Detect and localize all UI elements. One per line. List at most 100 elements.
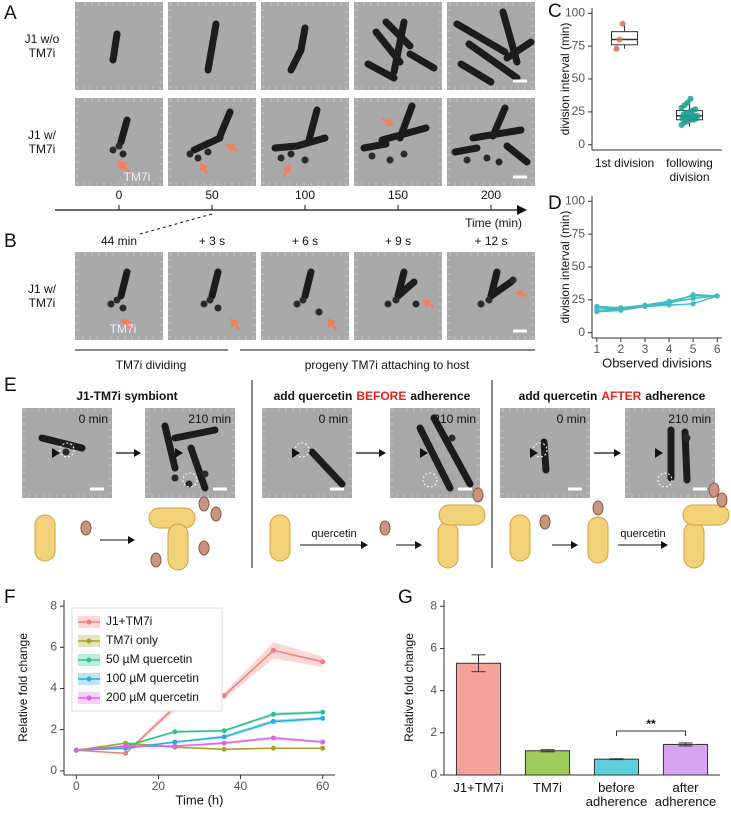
data-point <box>270 647 276 653</box>
cell-rod <box>451 144 481 156</box>
row-label: J1 w/ TM7i <box>27 282 56 310</box>
legend-swatch-point <box>86 638 92 644</box>
data-point <box>687 95 694 102</box>
pointer-arrow-head <box>226 144 236 153</box>
section-title: add quercetin AFTER adherence <box>519 389 706 403</box>
micrograph-texture <box>168 98 256 186</box>
time-label: + 3 s <box>199 234 225 248</box>
cartoon-host <box>683 521 705 569</box>
marker-arrowhead <box>420 448 428 458</box>
y-tick-label: 6 <box>50 640 57 654</box>
step-arrowhead <box>134 449 141 457</box>
cell-rod <box>271 142 301 152</box>
cell-rod <box>190 134 224 154</box>
cell-rod <box>161 422 179 472</box>
cartoon-host <box>167 523 189 571</box>
cell-rod <box>453 20 509 56</box>
legend-swatch-point <box>86 657 92 663</box>
x-tick-label: 60 <box>316 779 330 793</box>
data-point <box>320 659 326 665</box>
x-tick-label: 1st division <box>594 156 655 170</box>
micrograph-texture <box>168 252 256 340</box>
y-tick-label: 75 <box>572 38 586 52</box>
data-point <box>221 693 227 699</box>
micrograph <box>75 2 163 90</box>
time-label: + 9 s <box>385 234 411 248</box>
time-label: 210 min <box>433 412 476 426</box>
marker-arrowhead <box>655 448 663 458</box>
tm7i-cell <box>214 304 222 312</box>
tm7i-cell <box>115 142 123 150</box>
tm7i-label: TM7i <box>124 170 151 184</box>
tm7i-cell <box>200 300 208 308</box>
cell-rod <box>378 124 430 144</box>
cell-rod <box>540 438 550 474</box>
legend-label: TM7i only <box>106 633 158 647</box>
tm7i-label: TM7i <box>110 322 137 336</box>
series-line <box>76 742 323 752</box>
tm7i-cell <box>119 304 127 312</box>
cell-rod <box>430 414 474 488</box>
x-tick-label: after adherence <box>654 780 717 809</box>
y-axis-label: Relative fold change <box>402 633 416 742</box>
tm7i-cell <box>119 150 127 158</box>
significance-bracket <box>616 730 686 736</box>
cartoon-tm7i <box>150 552 162 568</box>
cell-rod <box>208 268 222 300</box>
cell-rod <box>364 60 398 82</box>
box <box>611 31 638 46</box>
data-point <box>172 739 178 745</box>
cartoon-host <box>682 504 730 526</box>
tm7i-circle <box>657 472 673 488</box>
y-tick-label: 0 <box>50 763 57 777</box>
x-tick-label: before adherence <box>585 780 648 809</box>
tm7i-cell <box>509 276 517 284</box>
section-title-emphasis: BEFORE <box>356 389 406 403</box>
phase-label: progeny TM7i attaching to host <box>305 358 470 372</box>
cell-rod <box>390 18 408 76</box>
cell-rod <box>382 18 414 50</box>
cell-rod <box>216 108 234 140</box>
cartoon-tm7i <box>472 487 484 503</box>
cartoon-arrowhead <box>361 541 368 549</box>
legend-swatch-point <box>86 619 92 625</box>
tm7i-cell <box>301 156 309 164</box>
x-tick-label: 2 <box>618 342 625 356</box>
micrograph-texture <box>261 98 349 186</box>
treatment-label: quercetin <box>620 528 665 540</box>
y-tick-label: 8 <box>50 598 57 612</box>
micrograph-texture <box>447 98 535 186</box>
tm7i-cell <box>206 296 214 304</box>
step-arrowhead <box>614 449 621 457</box>
series-line <box>76 717 323 752</box>
data-point <box>714 293 720 299</box>
data-point <box>270 735 276 741</box>
panel-label: A <box>4 3 17 24</box>
tm7i-circle <box>422 472 438 488</box>
data-point <box>221 734 227 740</box>
tm7i-cell <box>277 154 285 162</box>
panel-label: E <box>4 375 17 396</box>
tm7i-cell <box>483 154 491 162</box>
cartoon-arrowhead <box>661 541 668 549</box>
x-tick-label: following division <box>666 156 713 184</box>
y-tick-label: 0 <box>578 137 585 151</box>
micrograph-texture <box>168 2 256 90</box>
time-label: 0 min <box>319 412 348 426</box>
panel-label: G <box>398 587 413 608</box>
cell-rod <box>406 50 438 72</box>
data-point <box>594 303 600 309</box>
data-point <box>694 112 701 119</box>
legend-swatch-point <box>86 695 92 701</box>
bar <box>455 662 502 776</box>
timeline-tick-label: 150 <box>388 188 408 202</box>
cartoon-tm7i <box>708 482 720 498</box>
micrograph-texture <box>261 252 349 340</box>
pointer-arrow-head <box>121 318 132 329</box>
micrograph-texture <box>22 408 112 498</box>
marker-arrowhead <box>52 448 60 458</box>
cell-rod <box>394 278 418 300</box>
time-label: 0 min <box>557 412 586 426</box>
cell-rod <box>301 268 315 300</box>
time-label: 210 min <box>188 412 231 426</box>
